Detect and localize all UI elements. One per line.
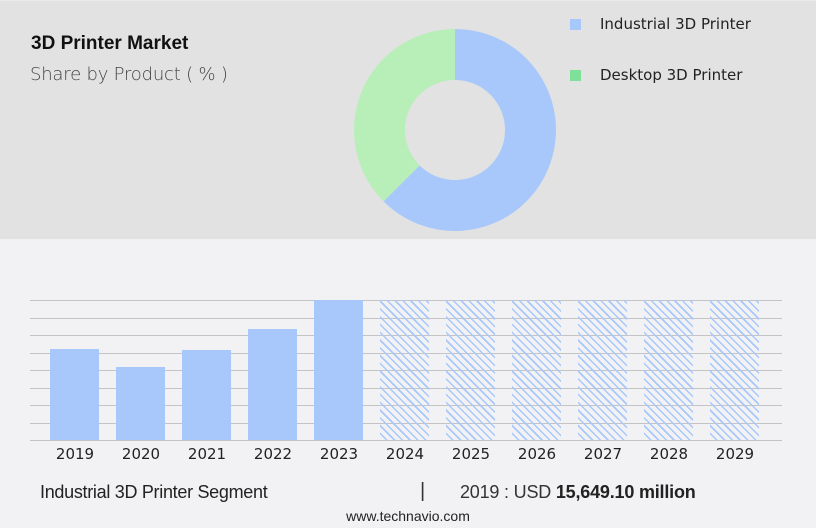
x-axis-label: 2024 xyxy=(385,445,425,463)
x-axis-label: 2021 xyxy=(187,445,227,463)
legend-item-desktop: Desktop 3D Printer xyxy=(570,66,742,84)
x-axis-label: 2019 xyxy=(55,445,95,463)
legend-item-industrial: Industrial 3D Printer xyxy=(570,15,751,33)
legend-swatch-icon xyxy=(570,18,581,30)
source-url: www.technavio.com xyxy=(346,508,470,524)
segment-label: Industrial 3D Printer Segment xyxy=(40,482,268,502)
bar-2021 xyxy=(182,350,231,440)
x-axis-label: 2020 xyxy=(121,445,161,463)
bar-chart: 2019 2020 2021 2022 2023 2024 2025 2026 2027 2028… xyxy=(0,239,816,469)
gridline xyxy=(30,440,782,441)
donut-slice-desktop xyxy=(353,29,455,202)
bar-2024 xyxy=(380,300,429,440)
donut-slice-industrial xyxy=(383,29,556,232)
legend-swatch-icon xyxy=(570,69,581,81)
value-prefix: 2019 : USD xyxy=(460,482,556,502)
bar-2029 xyxy=(710,300,759,440)
x-axis-label: 2025 xyxy=(451,445,491,463)
x-axis-label: 2028 xyxy=(649,445,689,463)
value-amount: 15,649.10 million xyxy=(555,482,696,502)
footer-separator: | xyxy=(420,480,426,502)
x-axis-label: 2023 xyxy=(319,445,359,463)
x-axis-label: 2022 xyxy=(253,445,293,463)
segment-value: 2019 : USD 15,649.10 million xyxy=(460,482,696,503)
legend-label: Desktop 3D Printer xyxy=(600,66,743,84)
chart-subtitle: Share by Product ( % ) xyxy=(30,64,228,85)
x-axis-label: 2027 xyxy=(583,445,623,463)
x-axis-label: 2029 xyxy=(715,445,755,463)
share-panel: 3D Printer Market Share by Product ( % )… xyxy=(0,0,816,239)
bar-2028 xyxy=(644,300,693,440)
legend-label: Industrial 3D Printer xyxy=(600,15,751,33)
bar-2020 xyxy=(116,367,165,440)
bar-2027 xyxy=(578,300,627,440)
bar-2026 xyxy=(512,300,561,440)
donut-chart xyxy=(353,29,556,232)
bar-2025 xyxy=(446,300,495,440)
bar-2022 xyxy=(248,329,297,440)
bar-2023 xyxy=(314,300,363,440)
chart-title: 3D Printer Market xyxy=(31,33,189,54)
bar-2019 xyxy=(50,349,99,440)
x-axis-label: 2026 xyxy=(517,445,557,463)
